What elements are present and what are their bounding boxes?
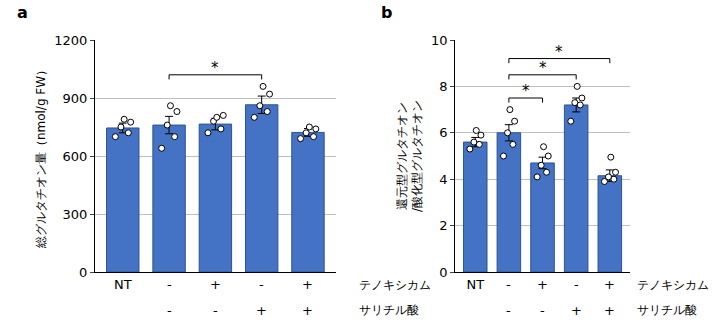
svg-text:+: + [302, 303, 313, 318]
svg-text:4: 4 [439, 172, 447, 187]
svg-text:*: * [555, 43, 563, 61]
svg-text:+: + [210, 277, 221, 292]
svg-text:サリチル酸: サリチル酸 [637, 303, 697, 317]
svg-text:-: - [259, 277, 264, 292]
svg-text:b: b [381, 3, 392, 22]
svg-text:NT: NT [114, 277, 132, 292]
svg-text:-: - [574, 277, 579, 292]
svg-text:-: - [506, 277, 511, 292]
svg-text:テノキシカム: テノキシカム [637, 278, 709, 292]
svg-text:テノキシカム: テノキシカム [359, 278, 431, 292]
svg-text:-: - [167, 303, 172, 318]
svg-text:300: 300 [63, 207, 88, 222]
svg-text:NT: NT [466, 277, 484, 292]
svg-text:-: - [506, 303, 511, 318]
svg-text:+: + [537, 277, 548, 292]
svg-text:8: 8 [439, 79, 447, 94]
svg-text:*: * [211, 59, 219, 77]
svg-text:900: 900 [63, 91, 88, 106]
svg-text:サリチル酸: サリチル酸 [359, 303, 419, 317]
svg-text:-: - [213, 303, 218, 318]
svg-text:2: 2 [439, 218, 447, 233]
svg-text:総グルタチオン量（nmol/g FW）: 総グルタチオン量（nmol/g FW） [34, 64, 48, 249]
svg-text:*: * [522, 82, 530, 100]
svg-text:-: - [540, 303, 545, 318]
svg-text:0: 0 [79, 265, 87, 280]
svg-text:10: 10 [431, 33, 448, 48]
svg-text:0: 0 [439, 265, 447, 280]
svg-text:6: 6 [439, 125, 447, 140]
svg-text:+: + [604, 277, 615, 292]
svg-text:+: + [302, 277, 313, 292]
svg-text:-: - [167, 277, 172, 292]
svg-text:*: * [539, 59, 547, 77]
svg-text:600: 600 [63, 149, 88, 164]
svg-text:+: + [604, 303, 615, 318]
svg-text:還元型グルタチオン/酸化型グルタチオン: 還元型グルタチオン/酸化型グルタチオン [395, 100, 425, 212]
svg-text:1200: 1200 [54, 33, 87, 48]
svg-text:+: + [256, 303, 267, 318]
svg-text:a: a [17, 3, 28, 22]
svg-text:+: + [571, 303, 582, 318]
